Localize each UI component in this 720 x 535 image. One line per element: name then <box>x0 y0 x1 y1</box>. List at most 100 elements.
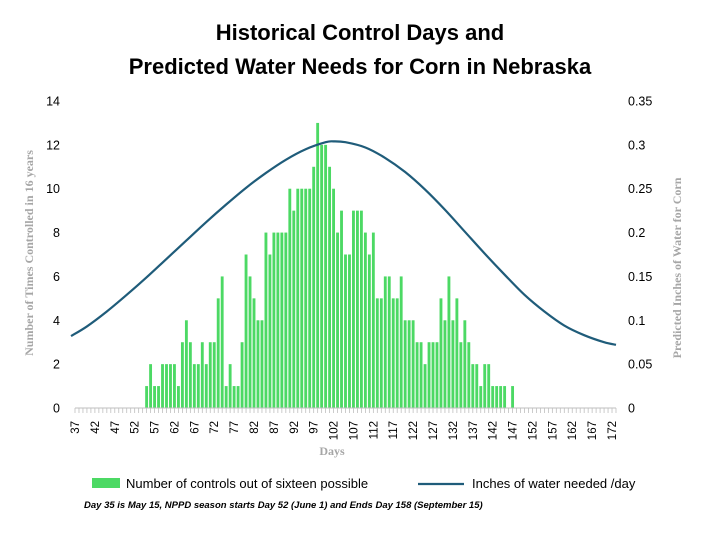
bar-day-112 <box>371 232 375 408</box>
x-tick-label: 62 <box>169 421 181 434</box>
bar-day-65 <box>184 320 188 408</box>
bar-day-101 <box>328 166 332 408</box>
chart-title-line-2: Predicted Water Needs for Corn in Nebras… <box>129 54 592 79</box>
water-needs-line <box>70 140 617 346</box>
bar-day-57 <box>153 386 156 408</box>
bar-day-111 <box>367 254 371 408</box>
bar-day-131 <box>447 276 451 408</box>
bar-day-79 <box>240 342 244 408</box>
bar-day-83 <box>256 320 260 408</box>
chart-title-line-1: Historical Control Days and <box>216 20 505 45</box>
bar-day-124 <box>419 342 423 408</box>
y-axis-right-title: Predicted Inches of Water for Corn <box>670 177 684 358</box>
bar-day-66 <box>188 342 192 408</box>
bar-day-129 <box>439 298 443 408</box>
x-tick-label: 117 <box>388 421 400 439</box>
y-left-tick-label: 0 <box>53 402 60 416</box>
x-tick-label: 92 <box>289 421 301 434</box>
y-left-tick-label: 8 <box>53 226 60 240</box>
bar-day-139 <box>479 386 483 408</box>
bar-day-89 <box>280 232 284 408</box>
legend-bar-swatch <box>92 478 120 488</box>
y-left-tick-label: 14 <box>46 95 60 109</box>
bar-day-138 <box>475 364 479 408</box>
x-tick-label: 67 <box>189 421 201 434</box>
x-tick-label: 157 <box>547 421 559 440</box>
bar-day-120 <box>403 320 407 408</box>
legend-bar-label: Number of controls out of sixteen possib… <box>126 476 368 491</box>
bar-day-122 <box>411 320 415 408</box>
bar-day-59 <box>161 364 164 408</box>
bar-day-84 <box>260 320 264 408</box>
bar-day-97 <box>312 166 316 408</box>
x-tick-label: 137 <box>468 421 480 440</box>
bar-day-104 <box>340 210 343 408</box>
bar-day-93 <box>296 188 300 408</box>
y-left-tick-label: 10 <box>46 182 60 196</box>
bar-day-142 <box>491 386 495 408</box>
bar-day-91 <box>288 188 292 408</box>
x-tick-label: 52 <box>130 421 142 434</box>
x-tick-label: 172 <box>607 421 619 440</box>
y-axis-left-title: Number of Times Controlled in 16 years <box>22 150 36 356</box>
x-tick-label: 162 <box>567 421 579 440</box>
y-axis-left-ticks: 0 2 4 6 8 10 12 14 <box>46 95 60 416</box>
bar-series <box>145 122 515 408</box>
bar-day-109 <box>359 210 363 408</box>
bar-day-128 <box>435 342 439 408</box>
bar-day-110 <box>363 232 367 408</box>
bar-day-126 <box>427 342 431 408</box>
y-left-tick-label: 2 <box>53 358 60 372</box>
bar-day-134 <box>459 342 463 408</box>
bar-day-145 <box>503 386 507 408</box>
bar-day-100 <box>324 144 328 408</box>
bar-day-108 <box>356 210 359 408</box>
x-axis-ticks: 37 42 47 52 57 62 67 72 77 82 87 92 97 102 107 112 117 12… <box>70 408 619 440</box>
x-tick-label: 87 <box>269 421 281 434</box>
bar-day-70 <box>204 364 208 408</box>
bar-day-127 <box>431 342 435 408</box>
bar-day-98 <box>316 122 320 408</box>
bar-day-141 <box>487 364 491 408</box>
bar-day-72 <box>212 342 216 408</box>
bar-day-58 <box>157 386 160 408</box>
bar-day-135 <box>463 320 467 408</box>
bar-day-143 <box>495 386 499 408</box>
bar-day-76 <box>228 364 232 408</box>
x-tick-label: 122 <box>408 421 420 440</box>
footnote: Day 35 is May 15, NPPD season starts Day… <box>84 500 483 511</box>
bar-day-132 <box>451 320 455 408</box>
bar-day-123 <box>415 342 419 408</box>
bar-day-121 <box>407 320 411 408</box>
x-tick-label: 72 <box>209 421 221 434</box>
bar-day-95 <box>304 188 308 408</box>
bar-day-62 <box>173 364 176 408</box>
bar-day-133 <box>455 298 459 408</box>
bar-day-102 <box>332 188 335 408</box>
x-tick-label: 97 <box>309 421 321 434</box>
bar-day-64 <box>180 342 184 408</box>
y-right-tick-label: 0.25 <box>628 182 652 196</box>
bar-day-125 <box>423 364 427 408</box>
bar-day-87 <box>272 232 276 408</box>
x-tick-label: 57 <box>150 421 162 434</box>
bar-day-55 <box>145 386 149 408</box>
bar-day-115 <box>383 276 387 408</box>
x-tick-label: 77 <box>229 421 241 434</box>
bar-day-137 <box>471 364 475 408</box>
y-right-tick-label: 0.2 <box>628 226 645 240</box>
x-tick-label: 147 <box>508 421 520 440</box>
bar-day-75 <box>224 386 228 408</box>
x-axis-title: Days <box>319 444 345 458</box>
x-tick-label: 127 <box>428 421 440 440</box>
x-tick-label: 37 <box>70 421 82 434</box>
y-left-tick-label: 6 <box>53 270 60 284</box>
y-right-tick-label: 0 <box>628 402 635 416</box>
bar-day-103 <box>336 232 339 408</box>
x-tick-label: 42 <box>90 421 102 434</box>
bar-day-147 <box>511 386 515 408</box>
bar-day-73 <box>216 298 220 408</box>
bar-day-81 <box>248 276 252 408</box>
